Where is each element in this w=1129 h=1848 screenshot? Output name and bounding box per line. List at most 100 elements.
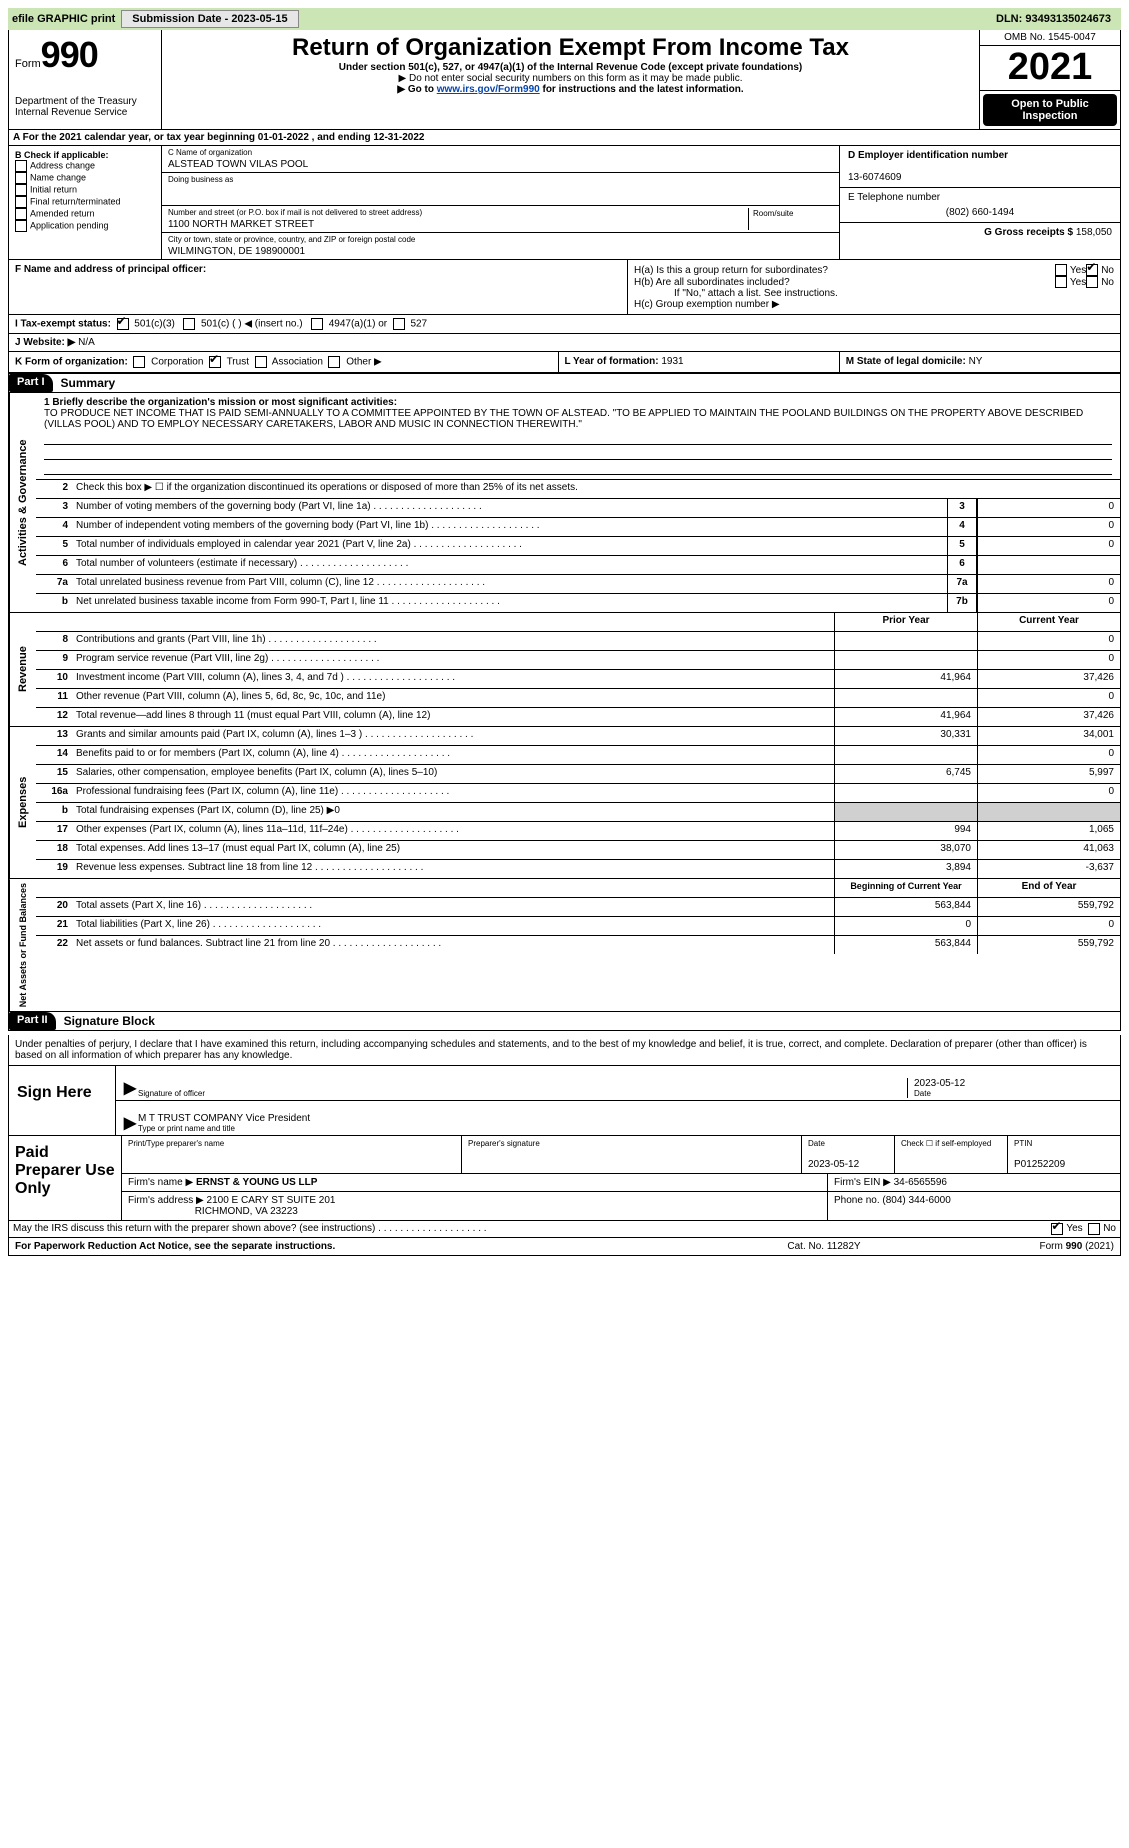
l1-text: TO PRODUCE NET INCOME THAT IS PAID SEMI-… — [44, 408, 1083, 430]
block-h: H(a) Is this a group return for subordin… — [627, 260, 1120, 314]
chk-ha-no[interactable] — [1086, 264, 1098, 276]
line-1: 1 Briefly describe the organization's mi… — [36, 393, 1120, 479]
form-prefix: Form — [15, 58, 41, 70]
l15: Salaries, other compensation, employee b… — [72, 765, 834, 783]
opt-501c3: 501(c)(3) — [134, 319, 175, 330]
dept-label: Department of the Treasury — [15, 96, 155, 107]
chk-ha-yes[interactable] — [1055, 264, 1067, 276]
chk-discuss-yes[interactable] — [1051, 1223, 1063, 1235]
tax-year: 2021 — [980, 46, 1120, 91]
website-value: N/A — [78, 337, 95, 348]
v14p — [834, 746, 977, 764]
part1-header: Part I — [9, 374, 53, 392]
chk-501c3[interactable] — [117, 318, 129, 330]
v12p: 41,964 — [834, 708, 977, 726]
irs-label: Internal Revenue Service — [15, 107, 155, 118]
v16ap — [834, 784, 977, 802]
v17c: 1,065 — [977, 822, 1120, 840]
paid-preparer-label: Paid Preparer Use Only — [9, 1136, 122, 1220]
chk-other[interactable] — [328, 356, 340, 368]
chk-final[interactable] — [15, 196, 27, 208]
arrow-icon-2: ▶ — [122, 1113, 138, 1133]
l6: Total number of volunteers (estimate if … — [72, 556, 947, 574]
chk-hb-no[interactable] — [1086, 276, 1098, 288]
chk-discuss-no[interactable] — [1088, 1223, 1100, 1235]
firm-name-label: Firm's name ▶ — [128, 1177, 193, 1188]
chk-corp[interactable] — [133, 356, 145, 368]
opt-address: Address change — [30, 160, 95, 170]
irs-link[interactable]: www.irs.gov/Form990 — [437, 84, 540, 95]
l4: Number of independent voting members of … — [72, 518, 947, 536]
l10: Investment income (Part VIII, column (A)… — [72, 670, 834, 688]
l1-label: 1 Briefly describe the organization's mi… — [44, 397, 397, 408]
chk-name-change[interactable] — [15, 172, 27, 184]
l17: Other expenses (Part IX, column (A), lin… — [72, 822, 834, 840]
form-header: Form990 Department of the Treasury Inter… — [8, 30, 1121, 130]
gross-label: G Gross receipts $ — [984, 227, 1073, 238]
l2: Check this box ▶ ☐ if the organization d… — [72, 480, 1120, 498]
l16a: Professional fundraising fees (Part IX, … — [72, 784, 834, 802]
ha-no: No — [1101, 265, 1114, 276]
opt-corp: Corporation — [151, 357, 203, 368]
chk-amended[interactable] — [15, 208, 27, 220]
l12: Total revenue—add lines 8 through 11 (mu… — [72, 708, 834, 726]
v6 — [977, 556, 1120, 574]
sub3-post: for instructions and the latest informat… — [540, 84, 744, 95]
l22: Net assets or fund balances. Subtract li… — [72, 936, 834, 954]
v22c: 559,792 — [977, 936, 1120, 954]
opt-527: 527 — [410, 319, 427, 330]
form-990: 990 — [41, 34, 98, 75]
chk-app-pending[interactable] — [15, 220, 27, 232]
sub3-pre: ▶ Go to — [397, 84, 436, 95]
prep-date-label: Date — [808, 1139, 888, 1148]
addr-label: Number and street (or P.O. box if mail i… — [168, 208, 748, 217]
chk-initial[interactable] — [15, 184, 27, 196]
l18: Total expenses. Add lines 13–17 (must eq… — [72, 841, 834, 859]
submission-date-button[interactable]: Submission Date - 2023-05-15 — [121, 10, 298, 28]
chk-501c[interactable] — [183, 318, 195, 330]
chk-4947[interactable] — [311, 318, 323, 330]
v8c: 0 — [977, 632, 1120, 650]
firm-ein-value: 34-6565596 — [894, 1177, 947, 1188]
sig-declaration: Under penalties of perjury, I declare th… — [9, 1035, 1120, 1066]
sig-name-value: M T TRUST COMPANY Vice President — [138, 1113, 310, 1124]
block-i: I Tax-exempt status: 501(c)(3) 501(c) ( … — [8, 315, 1121, 334]
efile-label: efile GRAPHIC print — [12, 13, 115, 25]
v18p: 38,070 — [834, 841, 977, 859]
hc-label: H(c) Group exemption number ▶ — [634, 299, 1114, 310]
chk-address-change[interactable] — [15, 160, 27, 172]
v19p: 3,894 — [834, 860, 977, 878]
chk-trust[interactable] — [209, 356, 221, 368]
block-bcdefg: B Check if applicable: Address change Na… — [8, 146, 1121, 260]
v16bc — [977, 803, 1120, 821]
l5: Total number of individuals employed in … — [72, 537, 947, 555]
website-label: J Website: ▶ — [15, 337, 75, 348]
tax-status-label: I Tax-exempt status: — [15, 319, 111, 330]
firm-ein-label: Firm's EIN ▶ — [834, 1177, 891, 1188]
domicile-label: M State of legal domicile: — [846, 356, 966, 367]
year-formed-value: 1931 — [661, 356, 683, 367]
chk-assoc[interactable] — [255, 356, 267, 368]
officer-label: F Name and address of principal officer: — [15, 264, 206, 275]
side-net-assets: Net Assets or Fund Balances — [9, 879, 36, 1011]
arrow-icon: ▶ — [122, 1078, 138, 1098]
chk-hb-yes[interactable] — [1055, 276, 1067, 288]
year-formed-label: L Year of formation: — [565, 356, 659, 367]
dba-label: Doing business as — [168, 175, 833, 184]
room-label: Room/suite — [753, 209, 793, 218]
section-expenses: Expenses 13Grants and similar amounts pa… — [8, 727, 1121, 879]
chk-527[interactable] — [393, 318, 405, 330]
part1-title: Summary — [53, 374, 124, 392]
v19c: -3,637 — [977, 860, 1120, 878]
l3: Number of voting members of the governin… — [72, 499, 947, 517]
l16b: Total fundraising expenses (Part IX, col… — [72, 803, 834, 821]
l7a: Total unrelated business revenue from Pa… — [72, 575, 947, 593]
ha-label: H(a) Is this a group return for subordin… — [634, 265, 1055, 276]
hb2-label: If "No," attach a list. See instructions… — [634, 288, 1114, 299]
v9c: 0 — [977, 651, 1120, 669]
v11c: 0 — [977, 689, 1120, 707]
firm-addr2: RICHMOND, VA 23223 — [195, 1206, 298, 1217]
v8p — [834, 632, 977, 650]
v7a: 0 — [977, 575, 1120, 593]
opt-other: Other ▶ — [346, 357, 381, 368]
